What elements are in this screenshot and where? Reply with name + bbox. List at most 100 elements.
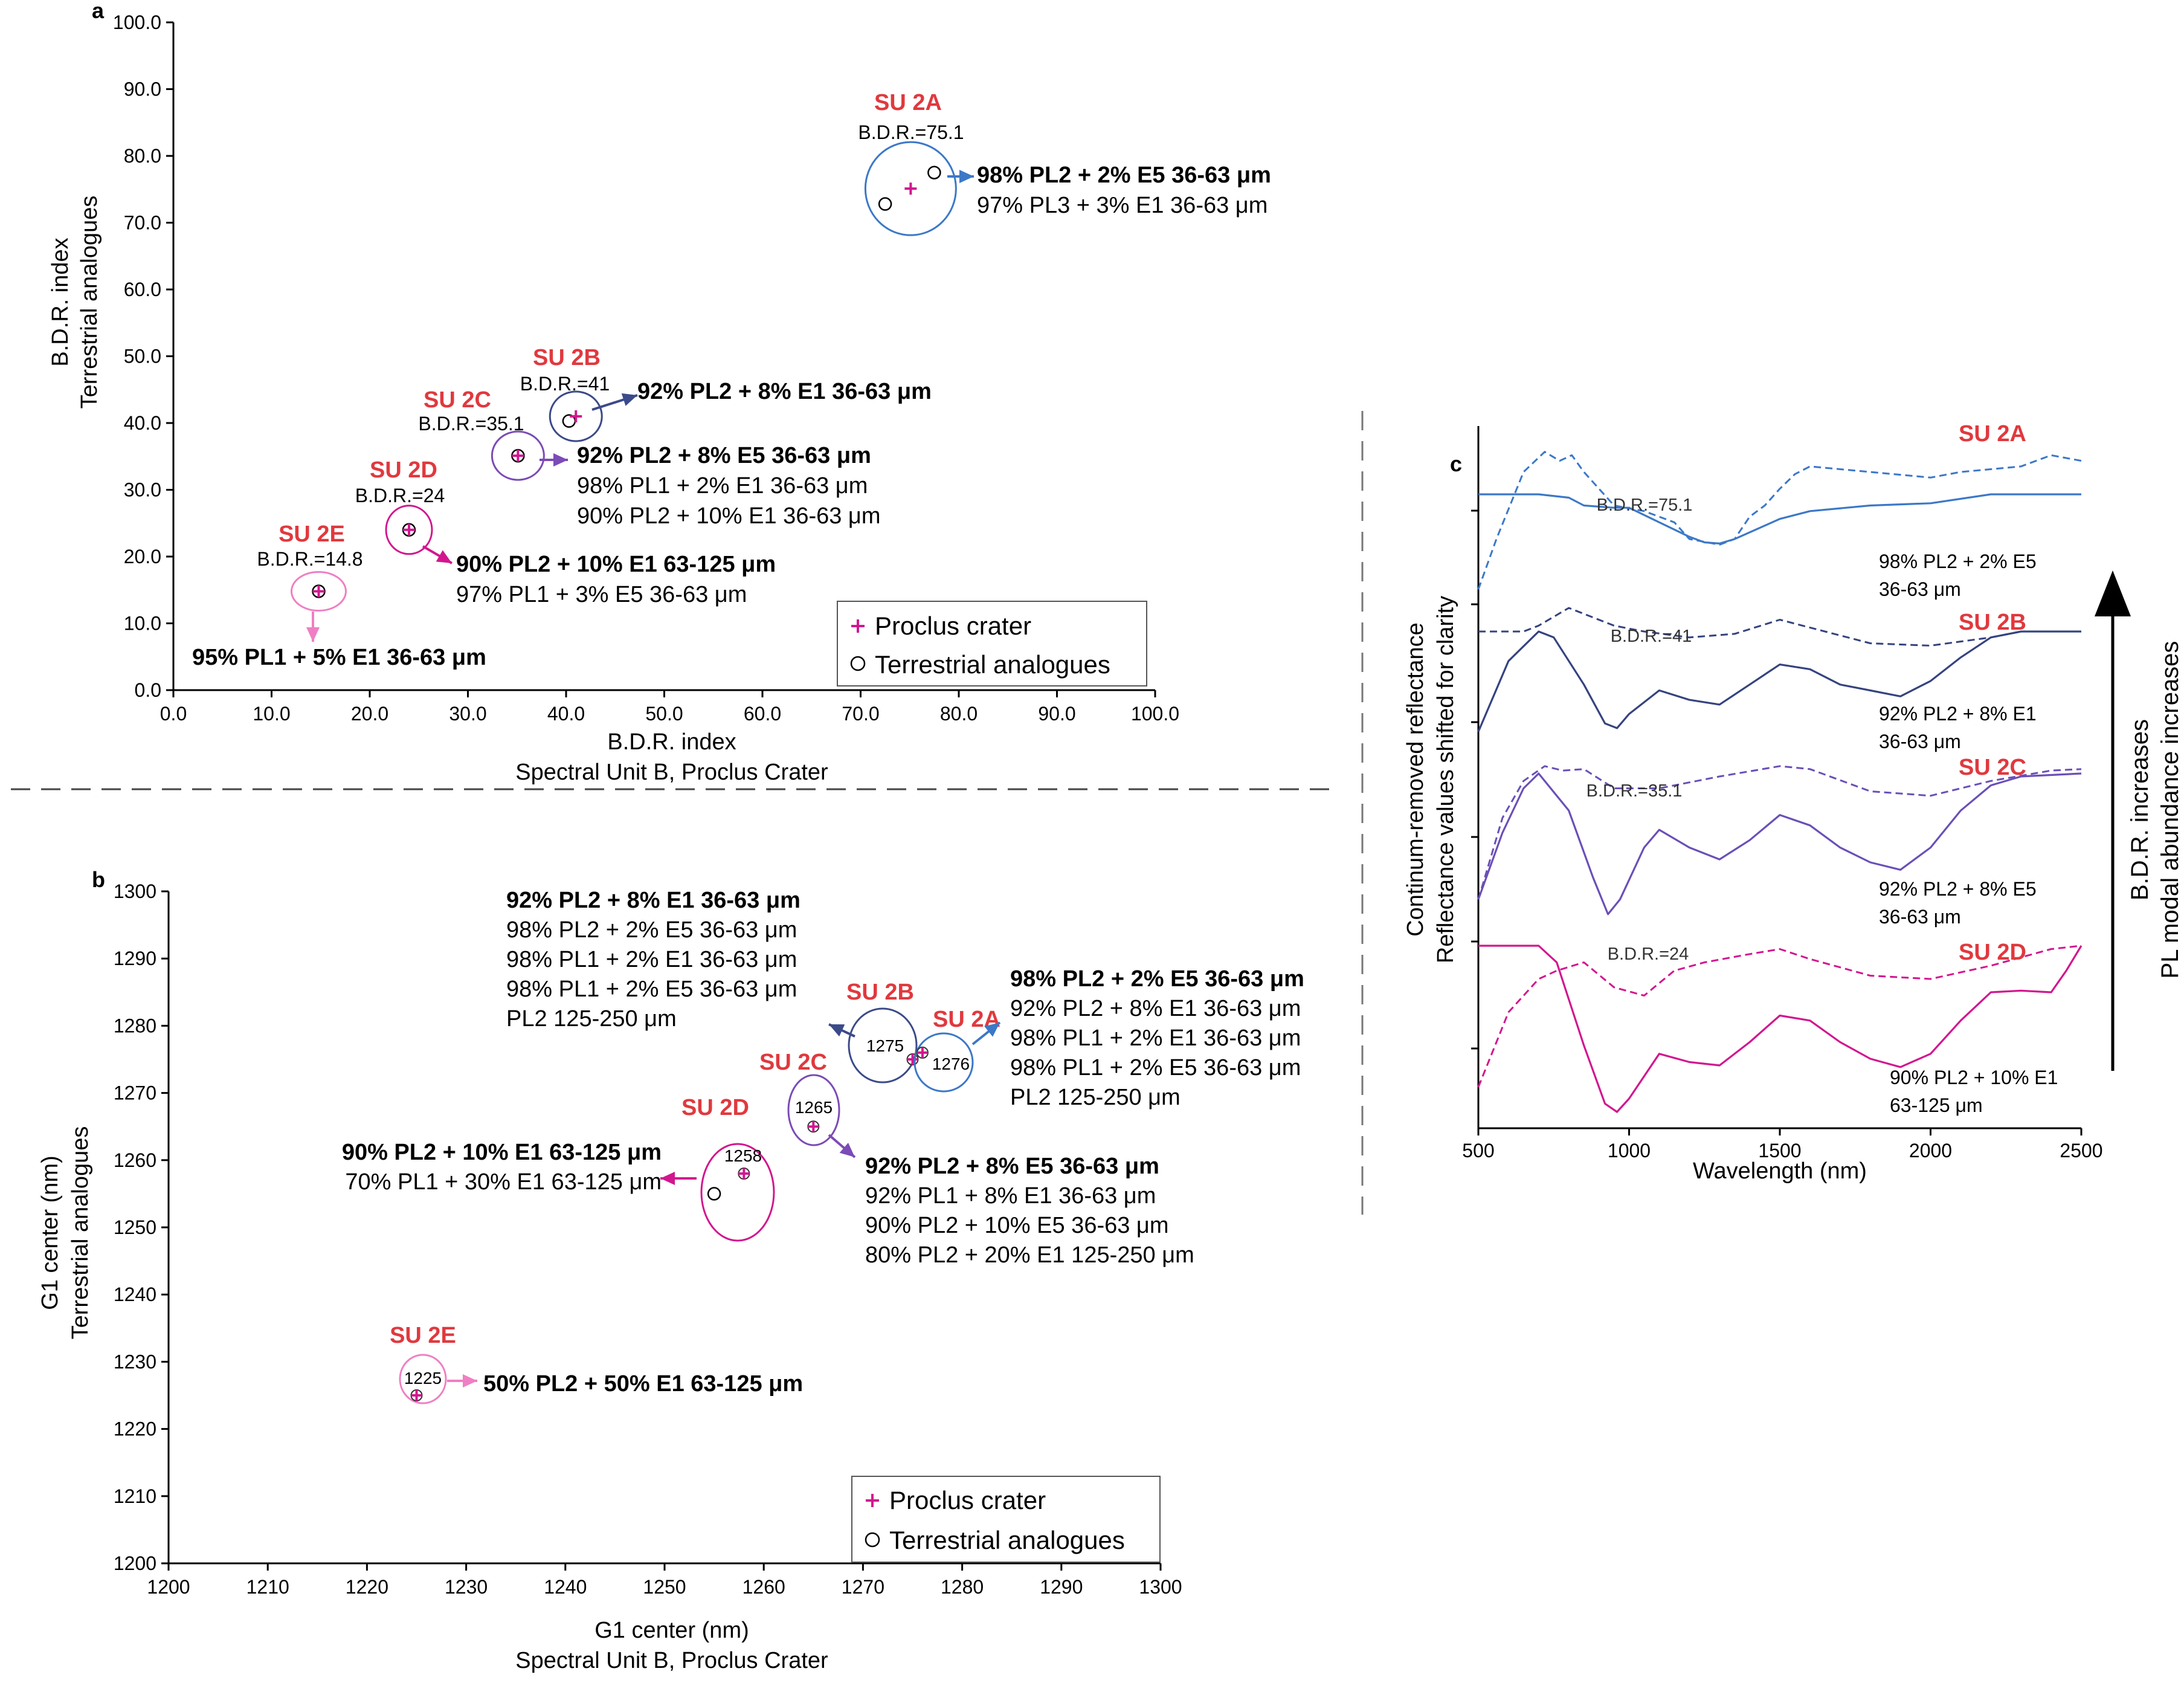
panel-a-proclus-marker [570, 410, 582, 422]
panel-a-x-tick-label: 60.0 [744, 703, 781, 725]
panel-c-series-name: SU 2C [1959, 755, 2026, 780]
panel-a-match-text: 97% PL1 + 3% E5 36-63 μm [456, 582, 747, 607]
panel-c-x-tick-label: 1500 [1758, 1140, 1801, 1161]
panel-c-analogue-label: 36-63 μm [1879, 731, 1961, 752]
panel-b-match-text: PL2 125-250 μm [506, 1006, 677, 1032]
panel-a-cluster-ellipse [291, 570, 347, 612]
panel-b-match-text: 92% PL2 + 8% E5 36-63 μm [865, 1154, 1159, 1179]
panel-b-legend-plus-icon [866, 1494, 879, 1507]
panel-a-cluster-ellipse [864, 141, 957, 236]
panel-c-arrow-label: B.D.R. increases [2127, 719, 2153, 900]
panel-b-match-text: 92% PL2 + 8% E1 36-63 μm [506, 888, 800, 913]
panel-a-series-name: SU 2E [279, 522, 345, 547]
panel-a-x-tick-label: 0.0 [160, 703, 187, 725]
panel-a-y-label: Terrestrial analogues [77, 196, 102, 409]
panel-a-match-text: 92% PL2 + 8% E1 36-63 μm [637, 379, 932, 404]
panel-b-series-name: SU 2E [390, 1323, 456, 1348]
panel-c-analogue-label: 36-63 μm [1879, 906, 1961, 928]
panel-a-proclus-marker [904, 183, 917, 195]
panel-b-y-label: Terrestrial analogues [68, 1126, 93, 1340]
panel-b-y-tick-label: 1230 [114, 1351, 156, 1372]
panel-a-proclus-marker [512, 450, 524, 462]
panel-b-proclus-marker [808, 1121, 819, 1132]
panel-b-match-text: 98% PL2 + 2% E5 36-63 μm [1010, 966, 1304, 992]
panel-a-match-text: 90% PL2 + 10% E1 63-125 μm [456, 552, 776, 577]
panel-a-terrestrial-marker [878, 197, 892, 211]
panel-c-analogue-label: 92% PL2 + 8% E1 [1879, 703, 2037, 725]
panel-b-arrow-head [984, 1022, 1000, 1037]
panel-a-bdr-label: B.D.R.=14.8 [257, 548, 362, 570]
panel-b-legend-circle-icon [865, 1532, 880, 1548]
panel-b-series-name: SU 2B [846, 980, 914, 1005]
panel-b-cluster-ellipse [848, 1007, 918, 1084]
panel-a-terrestrial-marker [927, 166, 941, 179]
panel-b-arrow-head [829, 1024, 845, 1037]
panel-a-series-name: SU 2A [874, 90, 942, 115]
panel-c-trend-arrow-head [2095, 570, 2131, 616]
panel-b-y-tick-label: 1240 [114, 1284, 156, 1305]
panel-b-match-text: 98% PL1 + 2% E1 36-63 μm [506, 947, 797, 972]
panel-c-arrow-label: PL modal abundance increases [2157, 641, 2183, 979]
panel-b-y-tick-label: 1210 [114, 1485, 156, 1507]
panel-a-y-tick-label: 10.0 [124, 613, 161, 635]
panel-b-match-text: 90% PL2 + 10% E5 36-63 μm [865, 1213, 1168, 1238]
panel-b-x-tick-label: 1280 [941, 1576, 984, 1598]
panel-a-bdr-label: B.D.R.=35.1 [418, 413, 524, 434]
panel-a-legend-circle-icon [850, 656, 866, 671]
panel-a-cluster-ellipse [491, 430, 545, 481]
panel-b-match-text: 98% PL1 + 2% E5 36-63 μm [1010, 1055, 1301, 1081]
panel-b-arrow-head [463, 1374, 477, 1387]
panel-a-arrow-head [436, 550, 452, 563]
panel-b-y-tick-label: 1260 [114, 1149, 156, 1171]
panel-b-x-tick-label: 1260 [742, 1576, 785, 1598]
panel-b-legend-box [851, 1476, 1161, 1563]
panel-a-x-tick-label: 80.0 [940, 703, 978, 725]
panel-b-x-tick-label: 1220 [346, 1576, 388, 1598]
panel-b-legend-entry: Terrestrial analogues [889, 1526, 1125, 1554]
panel-b-terrestrial-marker [707, 1187, 721, 1201]
panel-a-y-tick-label: 30.0 [124, 479, 161, 501]
panel-b-proclus-marker [738, 1168, 750, 1180]
panel-b-x-tick-label: 1270 [842, 1576, 884, 1598]
panel-b-label: b [92, 867, 105, 892]
panel-a-arrow-head [306, 627, 320, 642]
panel-c-x-tick-label: 500 [1462, 1140, 1494, 1161]
panel-b-cluster-ellipse [700, 1143, 775, 1242]
panel-a-proclus-marker [312, 585, 325, 598]
panel-b-series-name: SU 2C [759, 1050, 827, 1075]
panel-c-series-name: SU 2A [1959, 421, 2026, 447]
panel-a-y-tick-label: 50.0 [124, 346, 161, 367]
panel-b-center-label: 1258 [724, 1146, 762, 1165]
panel-b-x-tick-label: 1240 [544, 1576, 587, 1598]
panel-b-x-tick-label: 1230 [445, 1576, 488, 1598]
panel-a-proclus-marker [403, 523, 415, 536]
panel-c-analogue-spectrum [1477, 765, 2082, 900]
panel-a-match-text: 98% PL1 + 2% E1 36-63 μm [577, 473, 868, 499]
panel-a-y-tick-label: 70.0 [124, 212, 161, 234]
panel-a-series-name: SU 2B [533, 345, 601, 370]
panel-b-center-label: 1276 [932, 1055, 970, 1073]
panel-b-y-tick-label: 1290 [114, 948, 156, 969]
panel-b-proclus-marker [411, 1390, 422, 1401]
panel-c-label: c [1450, 451, 1462, 476]
panel-c-analogue-label: 36-63 μm [1879, 578, 1961, 600]
panel-c-y-label: Continum-removed reflectance [1403, 622, 1428, 937]
panel-c-x-label: Wavelength (nm) [1693, 1158, 1867, 1184]
panel-c-y-label: Reflectance values shifted for clarity [1433, 596, 1458, 963]
panel-a-y-tick-label: 40.0 [124, 412, 161, 434]
panel-a-x-tick-label: 100.0 [1131, 703, 1179, 725]
panel-c-bdr-label: B.D.R.=24 [1608, 945, 1689, 964]
panel-a-match-text: 92% PL2 + 8% E5 36-63 μm [577, 443, 871, 468]
panel-c-bdr-label: B.D.R.=75.1 [1597, 496, 1693, 515]
panel-c-x-tick-label: 2000 [1909, 1140, 1952, 1161]
panel-a-legend-plus-icon [851, 619, 865, 633]
panel-a-y-tick-label: 0.0 [135, 679, 161, 701]
panel-c-x-tick-label: 1000 [1608, 1140, 1651, 1161]
panel-a-legend-entry: Proclus crater [875, 612, 1031, 640]
panel-a-match-text: 95% PL1 + 5% E1 36-63 μm [192, 645, 486, 670]
panel-b-match-text: 90% PL2 + 10% E1 63-125 μm [342, 1140, 662, 1165]
panel-a-match-text: 98% PL2 + 2% E5 36-63 μm [977, 163, 1271, 188]
panel-a-arrow-head [553, 453, 568, 467]
panel-a-x-tick-label: 90.0 [1038, 703, 1075, 725]
panel-a-label: a [92, 0, 105, 23]
